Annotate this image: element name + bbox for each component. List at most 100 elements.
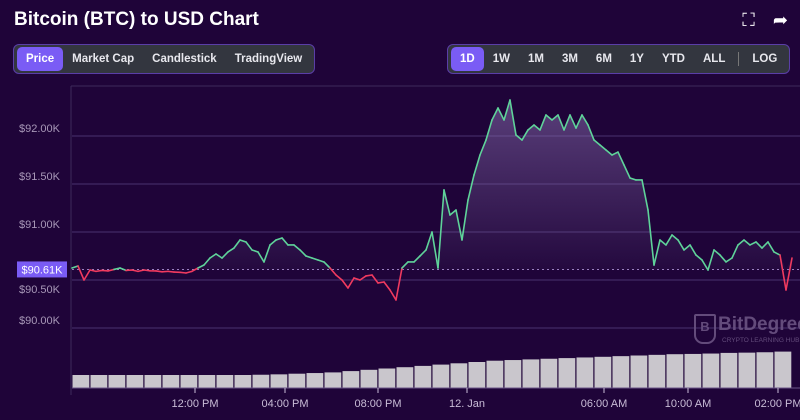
price-line-segment xyxy=(395,267,403,301)
price-line-segment xyxy=(95,269,103,273)
price-line-segment xyxy=(557,114,565,131)
price-line-segment xyxy=(191,267,199,273)
price-line-segment xyxy=(485,119,493,141)
price-line-segment xyxy=(371,274,379,284)
price-line-segment xyxy=(323,261,331,269)
range-ytd[interactable]: YTD xyxy=(661,53,685,65)
volume-bar xyxy=(414,365,432,388)
volume-bar xyxy=(702,353,720,388)
volume-bar xyxy=(342,371,360,388)
price-line-segment xyxy=(431,231,439,269)
volume-bar xyxy=(540,358,558,388)
volume-bar xyxy=(108,375,126,388)
x-tick-label: 02:00 PM xyxy=(754,398,800,410)
range-1y[interactable]: 1Y xyxy=(629,53,644,65)
tab-candlestick[interactable]: Candlestick xyxy=(152,53,217,65)
price-line-segment xyxy=(71,265,79,269)
price-line-segment xyxy=(359,275,367,281)
volume-bar xyxy=(774,351,792,388)
price-line-segment xyxy=(101,269,109,272)
volume-bar xyxy=(252,374,270,388)
tab-market-cap[interactable]: Market Cap xyxy=(72,53,135,65)
price-line-segment xyxy=(401,261,409,269)
range-1d[interactable]: 1D xyxy=(451,47,484,71)
watermark-name: BitDegree xyxy=(718,314,800,335)
price-line-segment xyxy=(563,114,571,131)
volume-bar xyxy=(306,373,324,388)
price-line-segment xyxy=(587,124,595,141)
log-toggle[interactable]: LOG xyxy=(752,53,778,65)
volume-bar xyxy=(162,375,180,388)
price-line-segment xyxy=(509,99,517,136)
x-tick-label: 06:00 AM xyxy=(581,398,627,410)
price-line-segment xyxy=(179,271,187,274)
volume-bar xyxy=(432,364,450,388)
y-tick-label: $90.00K xyxy=(19,315,61,327)
y-tick-label: $91.00K xyxy=(19,219,61,231)
range-all[interactable]: ALL xyxy=(702,53,726,65)
volume-bar xyxy=(270,374,288,388)
price-line-segment xyxy=(605,149,613,156)
x-tick-label: 12. Jan xyxy=(449,398,485,410)
price-line-segment xyxy=(743,239,751,246)
price-line-segment xyxy=(383,281,391,291)
volume-bar xyxy=(126,375,144,388)
price-line-segment xyxy=(515,134,523,141)
divider xyxy=(738,52,740,66)
volume-bar xyxy=(576,357,594,388)
price-line-segment xyxy=(473,154,481,176)
range-1m[interactable]: 1M xyxy=(527,53,544,65)
price-line-segment xyxy=(575,114,583,129)
range-1w[interactable]: 1W xyxy=(492,53,510,65)
price-line-segment xyxy=(611,151,619,156)
price-line-segment xyxy=(119,267,127,272)
volume-bar xyxy=(198,375,216,388)
volume-bar xyxy=(468,362,486,388)
volume-bar xyxy=(180,375,198,388)
price-line-segment xyxy=(767,241,775,253)
tab-price[interactable]: Price xyxy=(17,47,64,71)
range-3m[interactable]: 3M xyxy=(561,53,578,65)
volume-bar xyxy=(738,352,756,388)
x-tick-label: 04:00 PM xyxy=(261,398,308,410)
price-line-segment xyxy=(629,177,637,181)
price-line-segment xyxy=(83,269,91,281)
volume-bar xyxy=(378,368,396,388)
volume-bar xyxy=(396,367,414,388)
price-line-segment xyxy=(623,164,631,179)
y-tick-label: $91.50K xyxy=(19,171,61,183)
price-line-segment xyxy=(461,199,469,241)
price-line-segment xyxy=(479,139,487,156)
price-line-segment xyxy=(293,244,301,251)
price-line-segment xyxy=(641,179,649,211)
price-line-segment xyxy=(341,279,349,289)
fullscreen-icon[interactable]: ⛶ xyxy=(742,10,755,30)
price-line-segment xyxy=(269,239,277,246)
price-line-segment xyxy=(533,124,541,131)
price-line-segment xyxy=(779,254,787,291)
price-line-segment xyxy=(107,268,115,272)
price-line-segment xyxy=(251,249,259,253)
volume-bar xyxy=(234,375,252,388)
y-tick-label: $92.00K xyxy=(19,123,61,135)
price-line-segment xyxy=(443,189,451,216)
price-line-segment xyxy=(329,267,337,276)
share-icon[interactable]: ➦ xyxy=(772,10,788,30)
price-line-segment xyxy=(425,231,433,251)
price-line-segment xyxy=(701,259,709,271)
volume-bar xyxy=(666,354,684,388)
price-line-segment xyxy=(113,267,121,271)
current-price-badge xyxy=(17,261,67,278)
price-line-segment xyxy=(749,241,757,246)
price-line-segment xyxy=(539,114,547,131)
tab-tradingview[interactable]: TradingView xyxy=(234,53,303,65)
price-line-segment xyxy=(413,255,421,263)
volume-bar xyxy=(648,354,666,388)
price-line-segment xyxy=(725,257,733,263)
price-line-segment xyxy=(335,274,343,281)
price-line-segment xyxy=(389,289,397,301)
range-6m[interactable]: 6M xyxy=(595,53,612,65)
price-line-segment xyxy=(683,244,691,251)
price-line-segment xyxy=(365,274,373,277)
